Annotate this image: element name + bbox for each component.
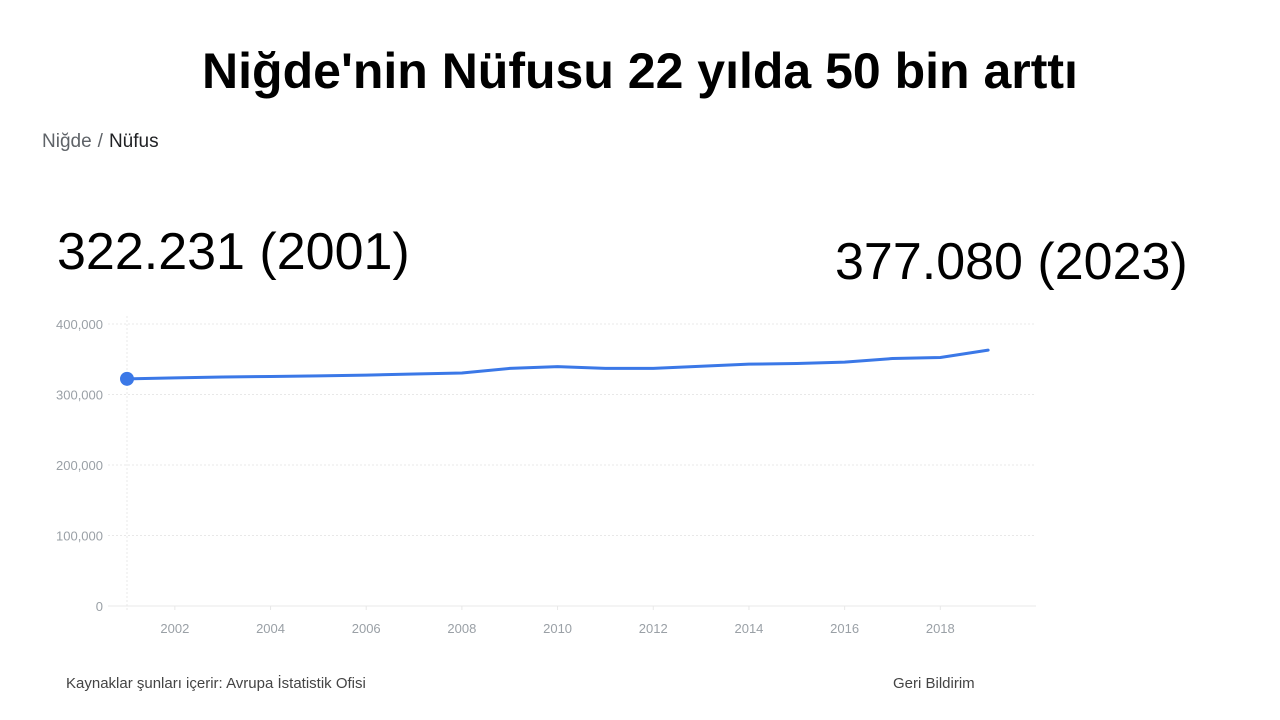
x-tick-label: 2014: [734, 621, 763, 636]
y-tick-label: 100,000: [56, 529, 103, 544]
x-tick-label: 2018: [926, 621, 955, 636]
y-tick-label: 0: [96, 599, 103, 614]
feedback-link[interactable]: Geri Bildirim: [893, 675, 975, 692]
x-tick-label: 2002: [160, 621, 189, 636]
population-line-chart[interactable]: 0 100,000 200,000 300,000 400,000 2002 2004 200…: [0, 300, 1280, 645]
chart-series[interactable]: [120, 348, 990, 386]
breadcrumb: Niğde / Nüfus: [42, 131, 159, 153]
y-tick-label: 200,000: [56, 458, 103, 473]
x-tick-label: 2010: [543, 621, 572, 636]
x-tick-label: 2004: [256, 621, 285, 636]
x-tick-label: 2008: [447, 621, 476, 636]
breadcrumb-parent[interactable]: Niğde: [42, 131, 92, 152]
x-tick-label: 2012: [639, 621, 668, 636]
page-title: Niğde'nin Nüfusu 22 yılda 50 bin arttı: [202, 43, 1078, 99]
y-tick-label: 400,000: [56, 317, 103, 332]
x-tick-label: 2016: [830, 621, 859, 636]
end-value-callout: 377.080 (2023): [835, 233, 1188, 291]
breadcrumb-separator: /: [97, 131, 103, 152]
source-note: Kaynaklar şunları içerir: Avrupa İstatis…: [66, 675, 366, 692]
series-line: [125, 348, 990, 381]
chart-axes: 0 100,000 200,000 300,000 400,000 2002 2004 200…: [56, 317, 955, 636]
x-tick-label: 2006: [352, 621, 381, 636]
start-point-marker: [120, 371, 134, 386]
start-value-callout: 322.231 (2001): [57, 223, 410, 281]
chart-grid: [108, 316, 1036, 610]
breadcrumb-current: Nüfus: [108, 131, 159, 152]
y-tick-label: 300,000: [56, 388, 103, 403]
